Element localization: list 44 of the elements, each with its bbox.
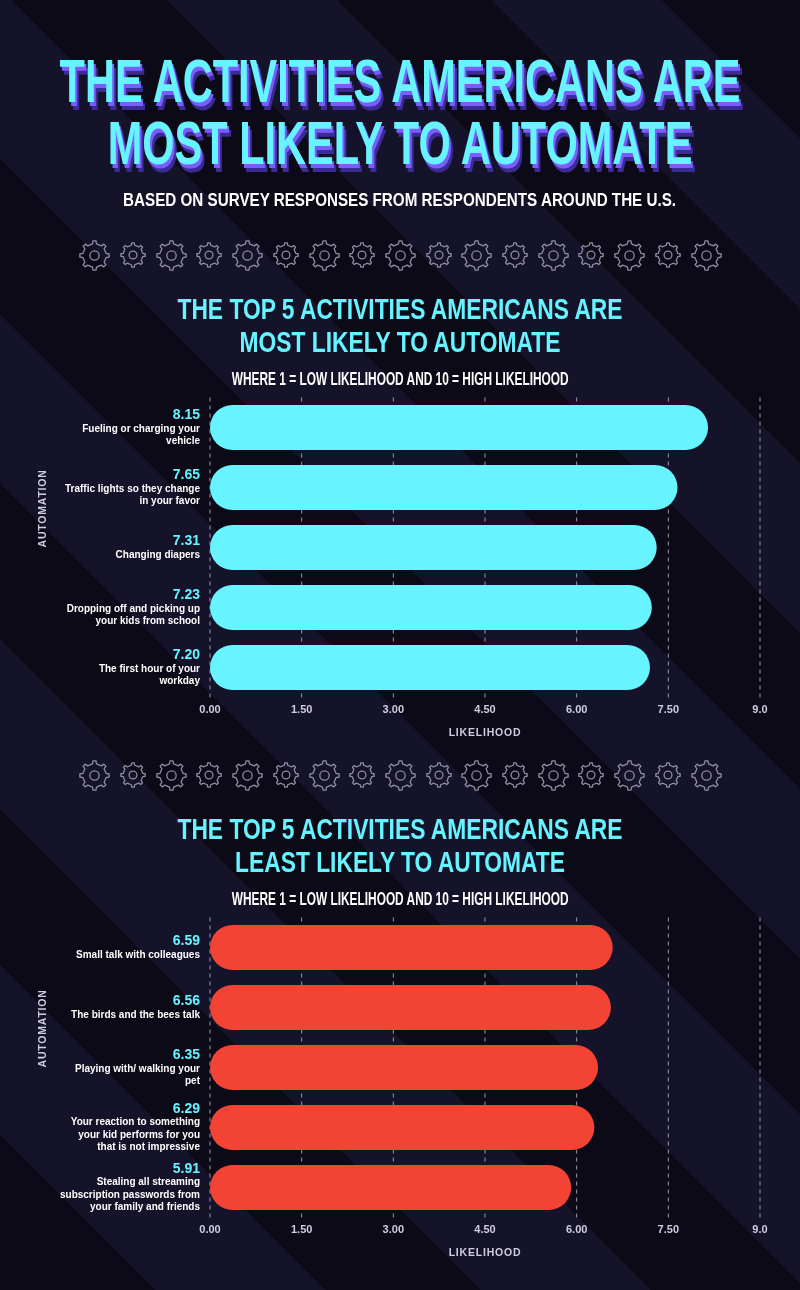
y-tick-label: Stealing all streaming subscription passwords from your family and friends	[59, 1176, 201, 1213]
y-tick-label: Traffic lights so they change in your favor	[64, 482, 201, 506]
y-tick-label: Fueling or charging your vehicle	[82, 422, 201, 446]
x-tick-label: 6.00	[565, 703, 588, 716]
data-label: 6.59	[172, 932, 201, 949]
x-axis-title: LIKELIHOOD	[448, 1245, 522, 1258]
y-tick-label: The birds and the bees talk	[71, 1008, 201, 1020]
text: THE ACTIVITIES AMERICANS ARE MOST LIKELY TO AUTOMATE	[58, 46, 742, 177]
x-tick-label: 9.0	[752, 703, 768, 716]
x-tick-label: 6.00	[565, 1223, 588, 1236]
chart-subtitle: WHERE 1 = LOW LIKELIHOOD AND 10 = HIGH LIKELIHOOD	[231, 369, 569, 389]
chart-title: THE TOP 5 ACTIVITIES AMERICANS ARE MOST LIKELY TO AUTOMATE	[176, 292, 624, 358]
x-tick-label: 4.50	[474, 1223, 496, 1236]
data-label: 8.15	[172, 406, 201, 422]
data-label: 7.31	[172, 532, 201, 549]
x-tick-label: 3.00	[382, 703, 405, 716]
data-label: 7.23	[172, 586, 201, 602]
y-tick-label: Small talk with colleagues	[76, 948, 201, 960]
x-tick-label: 0.00	[199, 703, 221, 716]
y-axis-title: AUTOMATION	[35, 469, 48, 548]
x-tick-label: 4.50	[474, 703, 496, 716]
data-label: 6.35	[172, 1046, 201, 1062]
data-label: 5.91	[172, 1159, 201, 1176]
data-label: 7.65	[172, 466, 201, 482]
y-tick-label: Changing diapers	[115, 548, 201, 560]
y-tick-label: Your reaction to something your kid performs for you that is not impressive	[70, 1116, 201, 1153]
y-tick-label: Dropping off and picking up your kids from school	[66, 602, 201, 626]
chart-title: THE TOP 5 ACTIVITIES AMERICANS ARE LEAST LIKELY TO AUTOMATE	[176, 812, 624, 878]
data-label: 6.29	[172, 1099, 201, 1116]
data-label: 7.20	[172, 646, 201, 662]
x-tick-label: 7.50	[657, 703, 680, 716]
text: BASED ON SURVEY RESPONSES FROM RESPONDENTS AROUND THE U.S.	[123, 189, 677, 211]
x-tick-label: 1.50	[290, 1223, 313, 1236]
x-tick-label: 3.00	[382, 1223, 405, 1236]
y-axis-title: AUTOMATION	[35, 989, 48, 1068]
x-axis-title: LIKELIHOOD	[448, 725, 522, 738]
x-tick-label: 0.00	[199, 1223, 221, 1236]
x-tick-label: 1.50	[290, 703, 313, 716]
chart-subtitle: WHERE 1 = LOW LIKELIHOOD AND 10 = HIGH LIKELIHOOD	[231, 889, 569, 909]
y-tick-label: The first hour of your workday	[98, 662, 201, 686]
x-tick-label: 7.50	[657, 1223, 680, 1236]
data-label: 6.56	[172, 992, 201, 1009]
y-tick-label: Playing with/ walking your pet	[74, 1062, 201, 1086]
x-tick-label: 9.0	[752, 1223, 768, 1236]
